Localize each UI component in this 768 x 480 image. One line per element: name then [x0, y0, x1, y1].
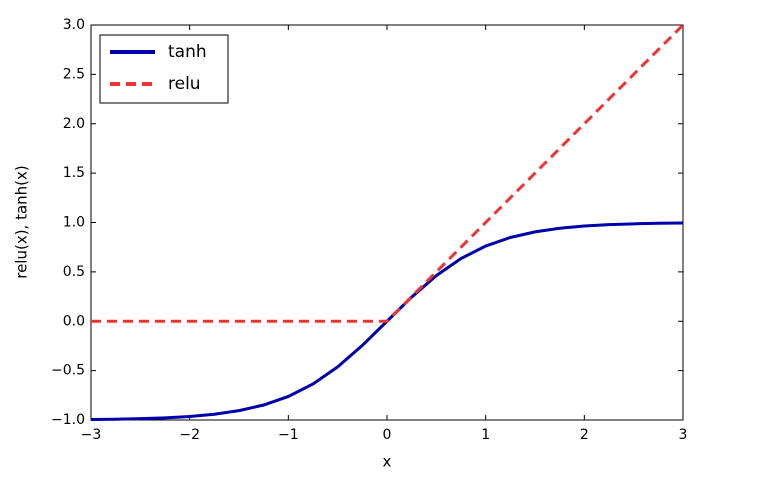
y-tick-label: 0.5: [63, 264, 85, 280]
y-tick-label: 1.0: [63, 215, 85, 231]
x-tick-label: 0: [383, 427, 392, 443]
x-tick-label: −3: [81, 427, 102, 443]
x-tick-label: 3: [679, 427, 688, 443]
legend-label: relu: [168, 74, 201, 94]
x-tick-label: 1: [481, 427, 490, 443]
legend-box: [99, 34, 229, 104]
x-tick-label: −2: [179, 427, 200, 443]
y-tick-label: 3.0: [63, 17, 85, 33]
x-tick-label: 2: [580, 427, 589, 443]
y-tick-label: 1.5: [63, 165, 85, 181]
y-tick-label: 2.0: [63, 116, 85, 132]
y-tick-label: −1.0: [51, 412, 85, 428]
y-tick-label: 2.5: [63, 66, 85, 82]
x-tick-label: −1: [278, 427, 299, 443]
series-line: [91, 23, 685, 323]
y-tick-label: 0.0: [63, 313, 85, 329]
legend-label: tanh: [168, 42, 207, 62]
x-axis-label: x: [383, 453, 392, 471]
y-tick-label: −0.5: [51, 363, 85, 379]
y-axis-label: relu(x), tanh(x): [13, 165, 31, 279]
